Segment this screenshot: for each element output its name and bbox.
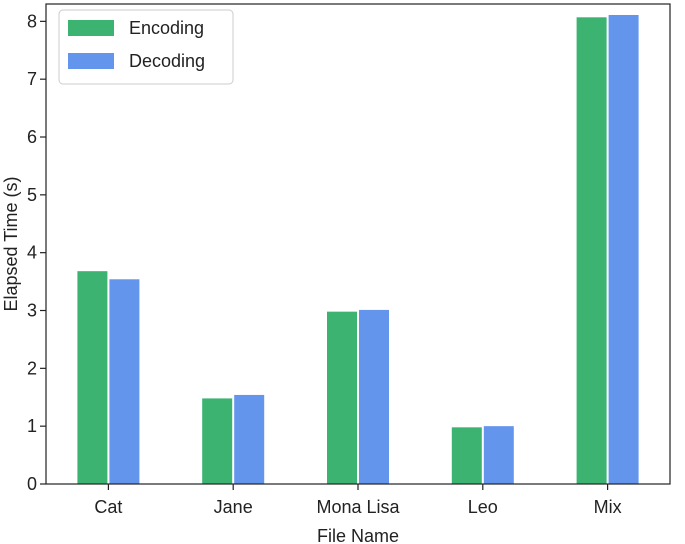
x-tick-label-leo: Leo — [468, 497, 498, 517]
legend-swatch-encoding — [68, 20, 114, 36]
y-tick-label: 8 — [27, 11, 37, 31]
plot-frame — [45, 3, 671, 485]
x-axis-ticks: Cat Jane Mona Lisa Leo Mix — [94, 484, 622, 517]
bar-decoding-cat — [109, 279, 140, 484]
y-tick-label: 0 — [27, 474, 37, 494]
bar-decoding-mona-lisa — [359, 309, 389, 484]
bar-encoding-mona-lisa — [327, 311, 357, 484]
y-tick-label: 5 — [27, 185, 37, 205]
y-tick-label: 1 — [27, 416, 37, 436]
y-tick-label: 4 — [27, 243, 37, 263]
bar-encoding-leo — [451, 427, 482, 484]
x-tick-label-cat: Cat — [94, 497, 122, 517]
bar-decoding-jane — [234, 394, 265, 484]
y-tick-label: 2 — [27, 358, 37, 378]
bar-encoding-jane — [202, 398, 233, 484]
x-tick-label-jane: Jane — [214, 497, 253, 517]
y-tick-label: 7 — [27, 69, 37, 89]
x-tick-label-mix: Mix — [594, 497, 622, 517]
y-axis-label: Elapsed Time (s) — [1, 176, 21, 311]
legend-label-decoding: Decoding — [129, 51, 205, 71]
bar-encoding-cat — [77, 271, 108, 484]
x-axis-label: File Name — [317, 526, 399, 544]
bar-encoding-mix — [576, 17, 607, 484]
y-axis-ticks: 0 1 2 3 4 5 6 7 8 — [27, 11, 46, 494]
y-tick-label: 6 — [27, 127, 37, 147]
legend-swatch-decoding — [68, 53, 114, 69]
x-tick-label-mona-lisa: Mona Lisa — [316, 497, 400, 517]
bars-group — [77, 14, 639, 485]
bar-decoding-leo — [483, 426, 514, 484]
legend-label-encoding: Encoding — [129, 18, 204, 38]
bar-decoding-mix — [608, 14, 639, 485]
legend: Encoding Decoding — [58, 9, 234, 85]
y-tick-label: 3 — [27, 301, 37, 321]
